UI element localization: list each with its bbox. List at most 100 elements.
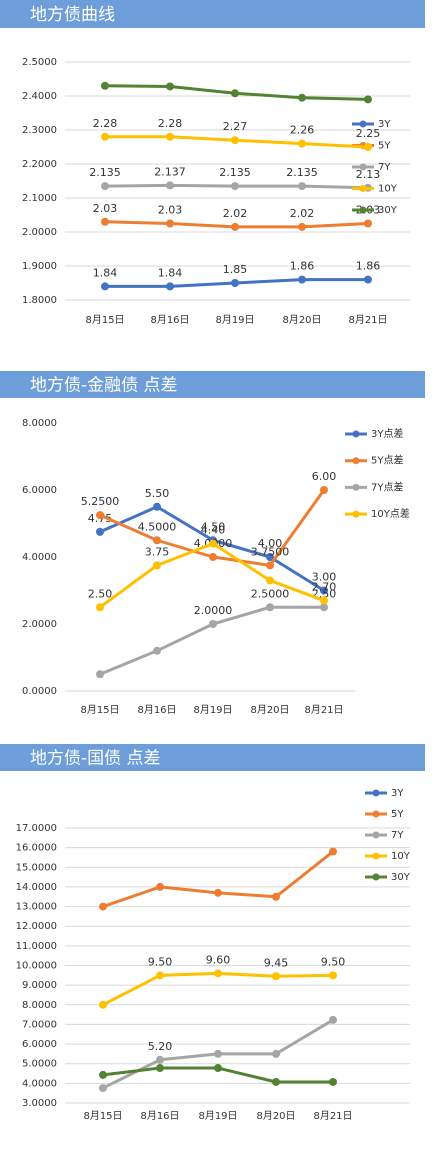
point	[214, 1049, 222, 1058]
legend-marker	[359, 185, 367, 192]
title-bar	[0, 744, 425, 771]
y-tick-label: 4.0000	[22, 1078, 57, 1089]
data-label: 2.135	[286, 166, 318, 179]
y-tick-label: 1.8000	[22, 295, 57, 306]
x-tick-label: 8月21日	[313, 1110, 352, 1122]
point	[329, 1077, 337, 1086]
data-label: 1.86	[290, 260, 315, 273]
legend-label: 5Y	[391, 809, 404, 820]
legend-marker	[372, 852, 380, 860]
legend-label: 7Y点差	[371, 480, 403, 493]
x-tick-label: 8月20日	[282, 314, 321, 326]
legend-marker	[372, 831, 380, 839]
point	[266, 553, 274, 561]
data-label: 2.70	[312, 581, 337, 594]
y-tick-label: 2.5000	[22, 57, 57, 68]
legend-label: 10Y	[378, 184, 398, 195]
y-tick-label: 5.0000	[22, 1059, 57, 1070]
point	[329, 1015, 337, 1024]
point	[214, 969, 222, 978]
point	[166, 132, 174, 141]
y-tick-label: 6.0000	[22, 1039, 57, 1050]
data-label: 9.45	[264, 956, 289, 969]
point	[156, 1064, 164, 1073]
y-tick-label: 13.0000	[16, 902, 57, 913]
y-tick-label: 9.0000	[22, 980, 57, 991]
point	[153, 536, 161, 545]
data-label: 2.135	[89, 166, 121, 179]
x-tick-label: 8月16日	[150, 314, 189, 326]
series-line	[102, 850, 334, 908]
point	[156, 1055, 164, 1064]
y-tick-label: 2.3000	[22, 125, 57, 136]
legend-marker	[359, 120, 367, 128]
point	[298, 182, 306, 191]
legend-label: 30Y	[391, 872, 411, 883]
x-tick-label: 8月21日	[304, 704, 343, 716]
point	[153, 646, 161, 655]
y-tick-label: 1.9000	[22, 261, 57, 272]
legend-marker	[352, 510, 360, 518]
y-tick-label: 14.0000	[16, 882, 57, 893]
y-tick-label: 3.0000	[22, 1098, 57, 1109]
y-tick-label: 15.0000	[16, 862, 57, 873]
point	[231, 89, 239, 98]
legend-marker	[352, 457, 360, 465]
legend-label: 30Y	[378, 205, 398, 216]
data-label: 2.02	[223, 207, 248, 220]
chart-title: 地方债-国债 点差	[30, 749, 161, 769]
point	[272, 892, 280, 901]
point	[298, 275, 306, 284]
point	[320, 596, 328, 605]
title-bar	[0, 371, 425, 398]
point	[266, 561, 274, 570]
data-label: 2.02	[290, 207, 315, 220]
data-label: 2.03	[158, 204, 183, 217]
y-tick-label: 6.0000	[22, 485, 57, 496]
point	[231, 136, 239, 145]
x-tick-label: 8月20日	[250, 704, 289, 716]
data-label: 3.7500	[251, 545, 290, 558]
legend-marker	[372, 873, 380, 881]
point	[209, 539, 217, 548]
point	[320, 486, 328, 494]
point	[298, 139, 306, 148]
y-tick-label: 12.0000	[16, 921, 57, 932]
x-tick-label: 8月21日	[348, 314, 387, 326]
point	[298, 93, 306, 102]
data-label: 2.25	[356, 127, 381, 140]
legend-label: 10Y	[391, 851, 411, 862]
series-line	[99, 605, 324, 676]
legend-label: 10Y点差	[371, 507, 410, 520]
legend-label: 7Y	[391, 830, 404, 841]
point	[101, 81, 109, 90]
point	[231, 182, 239, 191]
point	[101, 282, 109, 291]
point	[364, 219, 372, 228]
data-label: 2.28	[158, 117, 183, 130]
data-label: 5.50	[145, 487, 170, 500]
y-tick-label: 2.0000	[22, 227, 57, 238]
point	[156, 971, 164, 980]
point	[231, 279, 239, 287]
data-label: 2.03	[93, 202, 118, 215]
point	[99, 1000, 107, 1009]
point	[272, 972, 280, 981]
data-label: 5.2500	[81, 495, 120, 508]
x-tick-label: 8月16日	[140, 1110, 179, 1122]
point	[364, 95, 372, 104]
series-line	[102, 971, 334, 1007]
legend-marker	[352, 483, 360, 491]
y-tick-label: 2.4000	[22, 91, 57, 102]
legend-marker	[372, 810, 380, 818]
data-label: 4.50	[201, 520, 226, 533]
y-tick-label: 2.1000	[22, 193, 57, 204]
point	[214, 1064, 222, 1073]
point	[101, 217, 109, 226]
point	[101, 132, 109, 141]
point	[231, 222, 239, 231]
data-label: 9.50	[148, 955, 173, 968]
y-tick-label: 4.0000	[22, 552, 57, 563]
point	[266, 603, 274, 612]
data-label: 5.20	[148, 1040, 173, 1053]
